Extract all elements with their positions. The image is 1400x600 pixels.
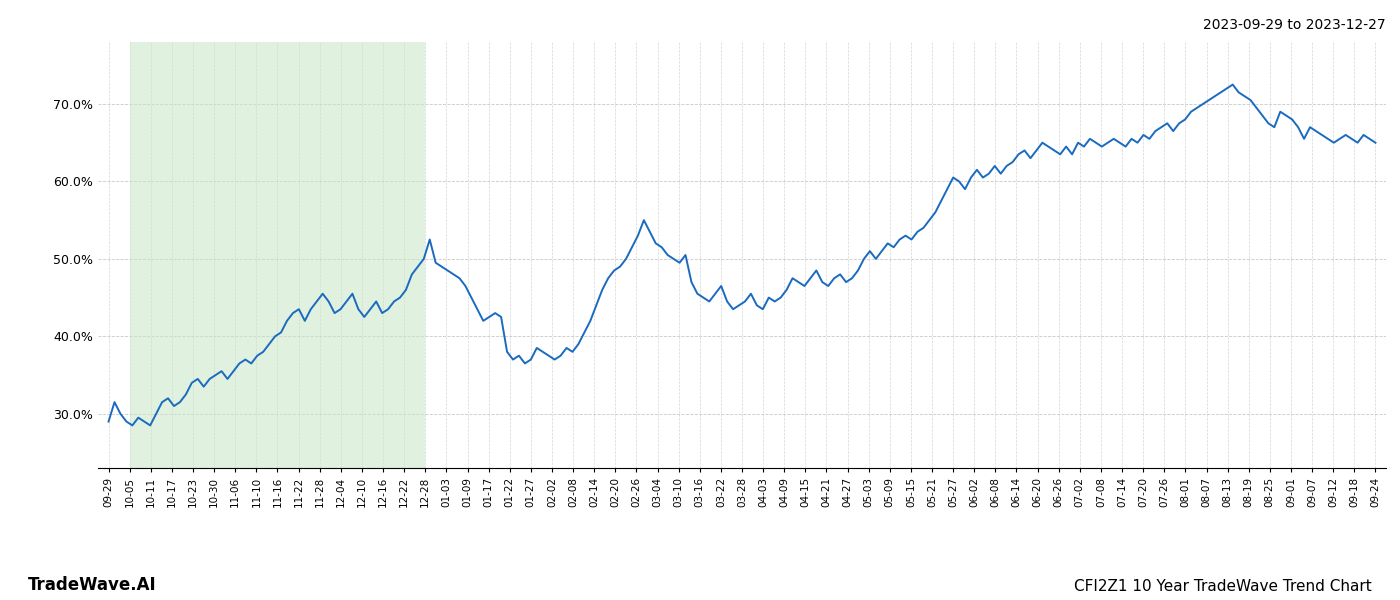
Text: CFI2Z1 10 Year TradeWave Trend Chart: CFI2Z1 10 Year TradeWave Trend Chart — [1074, 579, 1372, 594]
Bar — [130, 42, 426, 468]
Text: 2023-09-29 to 2023-12-27: 2023-09-29 to 2023-12-27 — [1204, 18, 1386, 32]
Text: TradeWave.AI: TradeWave.AI — [28, 576, 157, 594]
